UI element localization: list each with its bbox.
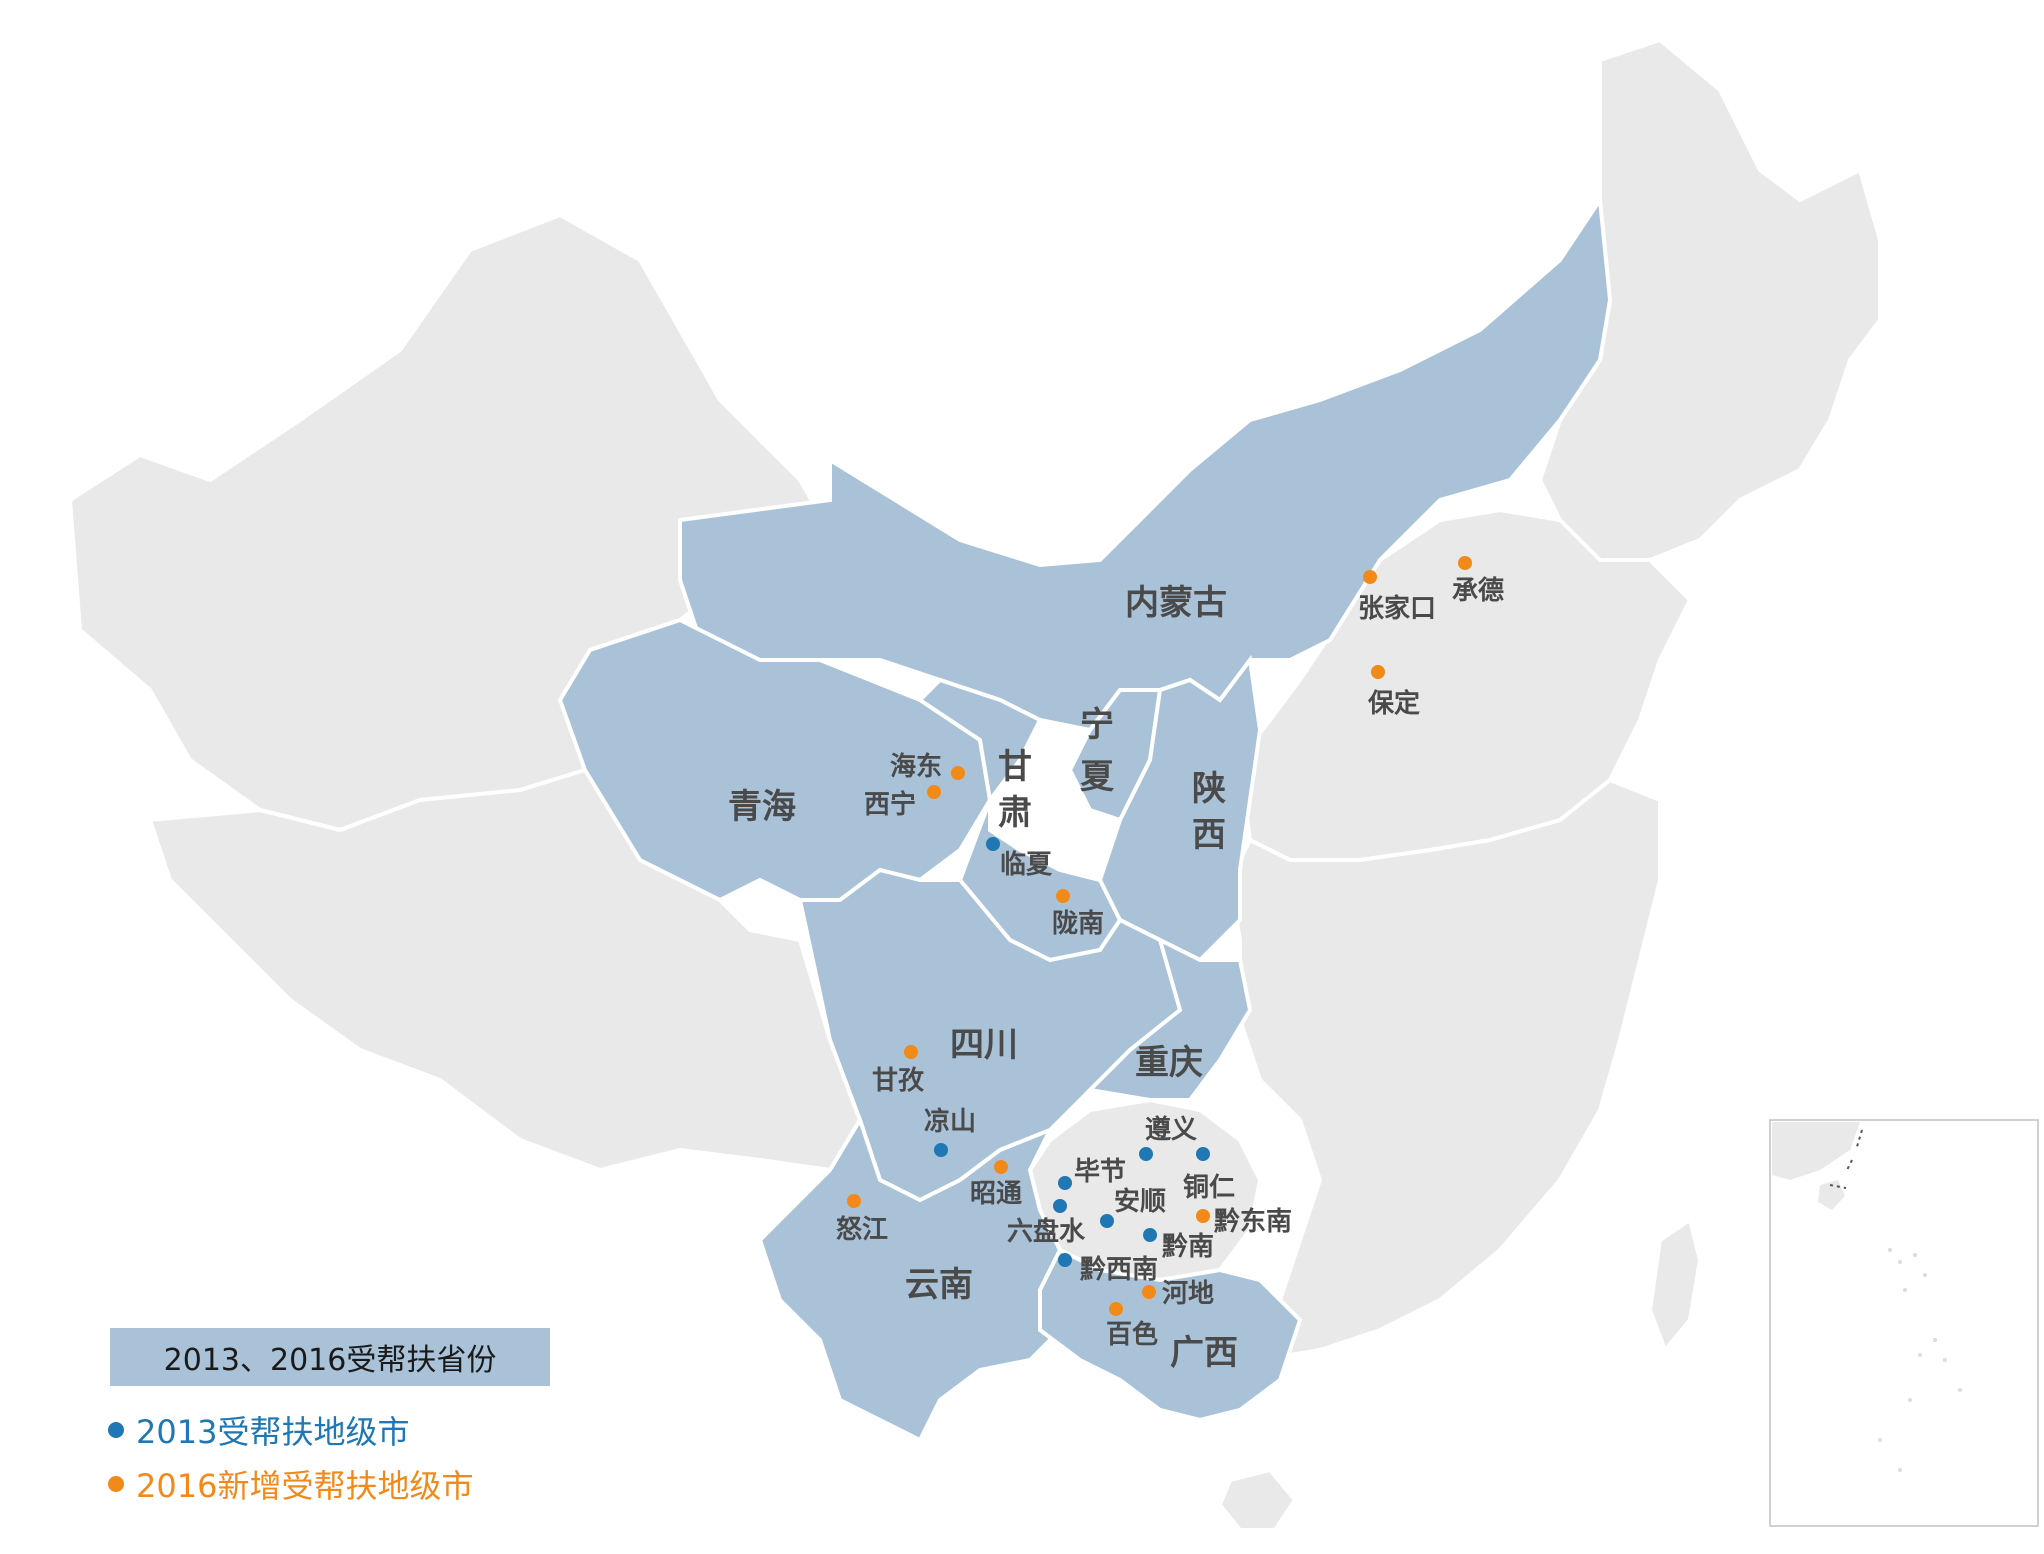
label-shaanxi-char1: 陕	[1192, 769, 1226, 809]
label-anshun: 安顺	[1114, 1187, 1166, 1217]
label-longnan: 陇南	[1052, 909, 1104, 939]
label-qiannan: 黔南	[1162, 1231, 1214, 1262]
dot-baise	[1109, 1302, 1123, 1316]
label-baoding: 保定	[1367, 688, 1420, 719]
label-yunnan: 云南	[905, 1265, 973, 1305]
legend-dot-orange	[108, 1476, 124, 1492]
dot-anshun	[1100, 1214, 1114, 1228]
legend-label-2013: 2013受帮扶地级市	[136, 1413, 410, 1451]
inset-islands	[1878, 1248, 1962, 1472]
dot-chengde	[1458, 556, 1472, 570]
label-zunyi: 遵义	[1145, 1114, 1197, 1145]
label-zhaotong: 昭通	[970, 1179, 1022, 1209]
label-qinghai: 青海	[728, 787, 796, 827]
region-east-south	[1227, 777, 1662, 1363]
label-chongqing: 重庆	[1135, 1043, 1203, 1083]
dot-qianxinan	[1058, 1253, 1072, 1267]
dot-liupanshui	[1053, 1199, 1067, 1213]
label-tongren: 铜仁	[1183, 1173, 1235, 1203]
region-hainan	[1217, 1467, 1298, 1532]
province-inner-mongolia	[678, 194, 1613, 733]
legend-item-2016: 2016新增受帮扶地级市	[108, 1462, 473, 1506]
province-yunnan	[757, 1115, 1063, 1443]
dot-xining	[927, 785, 941, 799]
label-hechi: 河地	[1162, 1279, 1214, 1309]
province-labels: 内蒙古 青海 甘 肃 宁 夏 陕 西 四川 重庆 云南 广西	[728, 583, 1238, 1373]
label-liupanshui: 六盘水	[1007, 1216, 1086, 1247]
region-taiwan	[1647, 1216, 1703, 1354]
dot-tongren	[1196, 1147, 1210, 1161]
label-liangshan: 凉山	[924, 1107, 976, 1137]
label-chengde: 承德	[1452, 576, 1504, 606]
inset-frame	[1769, 1119, 2039, 1527]
label-ningxia: 宁 夏	[1080, 705, 1126, 797]
label-ningxia-char1: 宁	[1080, 705, 1114, 745]
province-shaanxi	[1097, 654, 1263, 963]
dot-hechi	[1142, 1285, 1156, 1299]
province-chongqing	[1085, 936, 1253, 1102]
dot-qiandongnan	[1196, 1209, 1210, 1223]
highlighted-provinces	[557, 194, 1613, 1443]
label-gansu-char1: 甘	[998, 747, 1032, 787]
inset-border-dashes	[1829, 1129, 1863, 1189]
dot-qiannan	[1143, 1228, 1157, 1242]
label-qianxinan: 黔西南	[1080, 1254, 1158, 1285]
label-inner-mongolia: 内蒙古	[1125, 583, 1227, 623]
label-gansu-char2: 肃	[998, 793, 1032, 833]
dot-baoding	[1371, 665, 1385, 679]
cities-2016: 张家口 承德 保定 海东 西宁 陇南 甘孜 昭通 怒江 黔东南 河地 百色	[836, 556, 1504, 1350]
dot-longnan	[1056, 889, 1070, 903]
province-guangxi	[1038, 1247, 1303, 1423]
dot-haidong	[951, 766, 965, 780]
legend-title: 2013、2016受帮扶省份	[110, 1328, 550, 1386]
dot-zhangjiakou	[1363, 570, 1377, 584]
dot-zunyi	[1139, 1147, 1153, 1161]
dot-linxia	[986, 837, 1000, 851]
legend-dot-blue	[108, 1422, 124, 1438]
base-land	[67, 37, 1882, 1532]
label-ganzi: 甘孜	[872, 1066, 925, 1096]
legend-label-2016: 2016新增受帮扶地级市	[136, 1467, 474, 1505]
dot-bijie	[1058, 1176, 1072, 1190]
legend-item-2013: 2013受帮扶地级市	[108, 1408, 409, 1452]
label-gansu: 甘 肃	[998, 747, 1044, 833]
dot-zhaotong	[994, 1160, 1008, 1174]
label-bijie: 毕节	[1074, 1157, 1126, 1187]
label-shaanxi-char2: 西	[1192, 815, 1226, 855]
label-shaanxi: 陕 西	[1192, 769, 1238, 855]
label-sichuan: 四川	[950, 1025, 1018, 1065]
dot-nujiang	[847, 1194, 861, 1208]
label-linxia: 临夏	[1000, 849, 1053, 880]
label-xining: 西宁	[864, 789, 916, 820]
label-qiandongnan: 黔东南	[1214, 1206, 1292, 1237]
cities-2013: 临夏 凉山 遵义 铜仁 毕节 安顺 六盘水 黔南 黔西南	[924, 837, 1235, 1285]
label-nujiang: 怒江	[836, 1215, 888, 1245]
label-ningxia-char2: 夏	[1080, 757, 1115, 797]
south-china-sea-inset	[1769, 1119, 2039, 1527]
label-zhangjiakou: 张家口	[1358, 593, 1436, 624]
dot-liangshan	[934, 1143, 948, 1157]
dot-ganzi	[904, 1045, 918, 1059]
label-baise: 百色	[1106, 1319, 1158, 1350]
label-haidong: 海东	[890, 751, 942, 782]
label-guangxi: 广西	[1170, 1333, 1238, 1373]
inset-land	[1772, 1122, 1860, 1180]
